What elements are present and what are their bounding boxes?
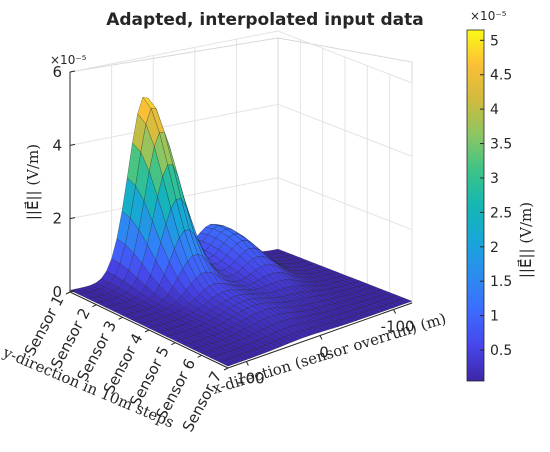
z-axis-ticks: 0 2 4 6 xyxy=(52,63,76,301)
z-tick-mark xyxy=(69,290,76,293)
colorbar-tick-label: 4 xyxy=(490,102,499,118)
colorbar-tick-label: 4.5 xyxy=(490,68,512,84)
y-tick-mark xyxy=(171,342,176,346)
z-tick-mark xyxy=(69,143,76,146)
colorbar xyxy=(466,29,485,382)
x-tick-mark xyxy=(245,361,249,366)
x-tick-label: 0 xyxy=(319,344,329,362)
grid-line-z xyxy=(69,30,413,84)
y-tick-mark xyxy=(65,291,71,295)
z-tick-label: 0 xyxy=(52,283,62,301)
colorbar-exponent: ×10⁻⁵ xyxy=(470,9,507,23)
y-tick-mark xyxy=(197,354,202,358)
y-tick-mark xyxy=(144,329,150,333)
colorbar-tick-label: 1.5 xyxy=(490,274,512,290)
chart-title: Adapted, interpolated input data xyxy=(106,10,424,30)
grid-line-z xyxy=(69,103,413,157)
z-axis-label: ||E⃗|| (V/m) xyxy=(23,144,42,220)
y-tick-mark xyxy=(92,304,97,308)
x-tick-mark xyxy=(319,335,323,340)
colorbar-tick-label: 1 xyxy=(490,309,499,325)
colorbar-tick-label: 5 xyxy=(490,33,499,49)
z-tick-label: 4 xyxy=(52,136,62,154)
colorbar-tick-label: 0.5 xyxy=(490,343,512,359)
x-tick-mark xyxy=(393,309,397,314)
z-tick-mark xyxy=(69,70,76,73)
colorbar-ticks: 0.5 1 1.5 2 2.5 3 3.5 4 4.5 5 xyxy=(480,33,512,359)
colorbar-tick-label: 3.5 xyxy=(490,137,512,153)
z-tick-label: 2 xyxy=(52,210,62,228)
colorbar-tick-label: 2 xyxy=(490,240,499,256)
x-axis-ticks: 100 0 -100 xyxy=(236,309,415,388)
colorbar-tick-label: 3 xyxy=(490,171,499,187)
grid-lines xyxy=(69,30,413,304)
z-tick-mark xyxy=(69,217,76,220)
y-tick-mark xyxy=(118,316,123,320)
colorbar-tick-label: 2.5 xyxy=(490,205,512,221)
surface-mesh xyxy=(69,96,413,367)
surface-patch xyxy=(218,360,234,367)
colorbar-label: ||E⃗|| (V/m) xyxy=(516,202,535,278)
x-tick-label: 100 xyxy=(236,370,265,388)
z-tick-label: 6 xyxy=(52,63,62,81)
z-axis-exponent: ×10⁻⁵ xyxy=(50,53,87,67)
x-tick-label: -100 xyxy=(381,318,415,336)
y-tick-mark xyxy=(223,367,229,371)
